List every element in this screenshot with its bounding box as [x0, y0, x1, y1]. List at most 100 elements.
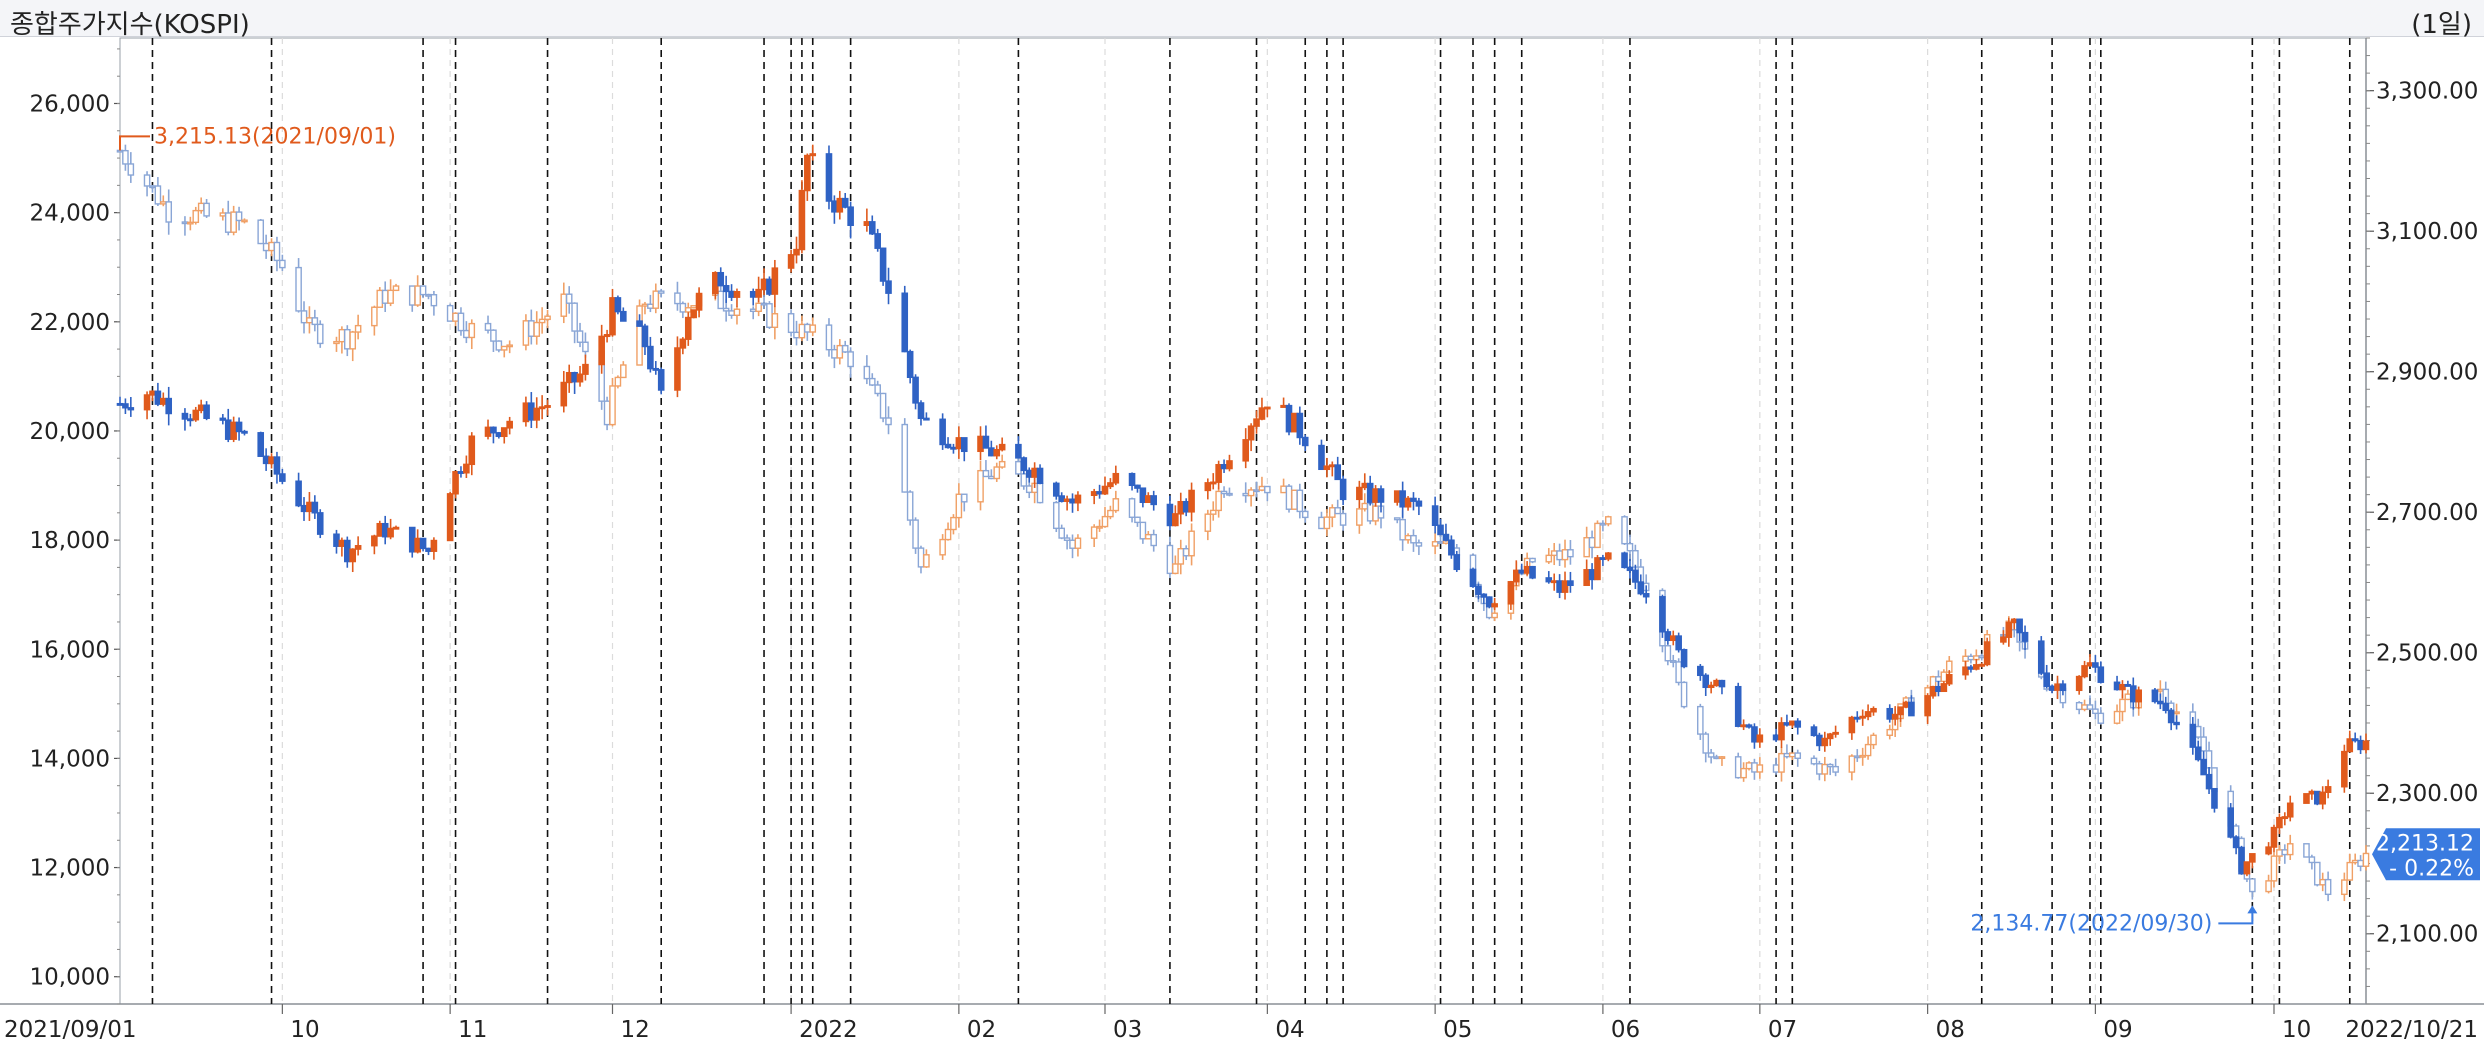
lg-display-candle — [1924, 695, 1931, 717]
kospi-candle — [1924, 687, 1931, 714]
lg-display-candle — [2276, 816, 2283, 829]
kospi-candle — [387, 289, 394, 304]
kospi-candle — [950, 516, 957, 531]
lg-display-candle — [1545, 577, 1553, 583]
legend-item-lg-display[interactable]: LG디스플레이 — [431, 40, 586, 74]
lg-display-candle — [993, 449, 1001, 457]
last-change-text: - 0.22% — [2389, 856, 2474, 881]
lg-display-candle — [1594, 557, 1601, 581]
kospi-candle — [2097, 712, 2105, 724]
lg-display-candle — [500, 427, 508, 438]
lg-display-candle — [998, 443, 1006, 451]
kospi-candle — [122, 149, 129, 165]
lg-display-candle — [1431, 505, 1439, 526]
lg-display-candle — [1052, 482, 1060, 497]
kospi-candle — [1328, 507, 1336, 518]
lg-display-candle — [1182, 500, 1190, 513]
kospi-candle — [804, 323, 811, 333]
kospi-candle — [1718, 756, 1726, 760]
lg-display-candle — [1399, 490, 1406, 508]
lg-display-candle — [1177, 500, 1185, 515]
kospi-candle — [1810, 757, 1818, 765]
lg-display-candle — [901, 292, 909, 353]
lg-display-candle — [2081, 665, 2088, 678]
kospi-candle — [1096, 525, 1103, 529]
lg-display-candle — [609, 297, 616, 336]
lg-display-candle — [1453, 554, 1461, 571]
lg-display-candle — [2238, 846, 2245, 875]
lg-display-candle — [2211, 787, 2218, 809]
kospi-candle — [825, 324, 833, 351]
legend-item-moving-average[interactable]: 가격이동평균(종가,단순이평) — [120, 40, 417, 74]
kospi-candle — [1789, 752, 1796, 758]
kospi-candle — [620, 364, 627, 379]
lg-display-candle — [2227, 807, 2234, 838]
kospi-candle — [306, 317, 313, 324]
right-tick-label: 2,700.00 — [2376, 500, 2478, 526]
kospi-candle — [1697, 705, 1704, 735]
kospi-candle — [1015, 460, 1022, 475]
lg-display-candle — [1583, 569, 1590, 586]
lg-display-candle — [1475, 585, 1482, 595]
lg-display-candle — [354, 545, 362, 550]
kospi-candle — [1182, 548, 1190, 557]
lg-display-candle — [2200, 758, 2207, 776]
kospi-candle — [1258, 485, 1266, 491]
kospi-candle — [944, 528, 952, 541]
kospi-candle — [1713, 756, 1720, 760]
kospi-candle — [425, 293, 432, 297]
lg-display-candle — [647, 345, 654, 370]
right-tick-label: 3,300.00 — [2376, 79, 2478, 105]
kospi-candle — [1209, 509, 1217, 515]
checkbox-icon[interactable] — [120, 48, 134, 66]
lg-display-candle — [1702, 674, 1710, 689]
lg-display-candle — [446, 493, 454, 542]
lg-display-candle — [1713, 679, 1720, 687]
kospi-candle — [831, 348, 838, 359]
kospi-candle — [1280, 485, 1287, 494]
lg-display-candle — [311, 501, 319, 514]
lg-display-candle — [1967, 666, 1975, 670]
kospi-candle — [1090, 526, 1098, 539]
lg-display-candle — [457, 471, 465, 474]
lg-display-candle — [1063, 498, 1071, 503]
kospi-candle — [2048, 687, 2056, 691]
kospi-candle — [1756, 764, 1764, 773]
lg-display-candle — [879, 247, 887, 282]
lg-display-candle — [187, 418, 194, 422]
period-selector[interactable]: (1일) — [2411, 10, 2472, 40]
kospi-candle — [571, 302, 578, 332]
checkbox-icon[interactable] — [431, 48, 446, 66]
kospi-candle — [1480, 596, 1488, 605]
kospi-candle — [311, 317, 319, 326]
lg-display-candle — [192, 409, 200, 421]
lg-display-candle — [316, 512, 324, 535]
lg-display-candle — [490, 426, 497, 434]
kospi-candle — [1226, 492, 1233, 496]
lg-display-candle — [1280, 404, 1287, 408]
lg-display-candle — [1469, 568, 1477, 588]
kospi-candle — [1301, 510, 1309, 519]
kospi-candle — [2205, 750, 2213, 769]
kospi-candle — [2194, 725, 2202, 738]
kospi-candle — [1058, 527, 1065, 539]
kospi-candle — [1626, 542, 1634, 552]
lg-display-candle — [295, 480, 302, 507]
lg-display-candle — [2162, 702, 2170, 712]
kospi-candle — [165, 201, 173, 223]
kospi-candle — [2129, 693, 2137, 709]
kospi-candle — [1134, 516, 1141, 524]
lg-display-candle — [2303, 793, 2310, 804]
kospi-candle — [1139, 521, 1147, 540]
lg-display-candle — [1659, 596, 1666, 633]
kospi-candle — [690, 305, 697, 309]
kospi-candle — [1069, 539, 1076, 549]
lg-display-candle — [127, 407, 135, 411]
x-tick-label: 12 — [620, 1017, 649, 1043]
lg-display-candle — [1864, 711, 1872, 718]
kospi-candle — [1772, 764, 1780, 773]
kospi-candle — [1734, 756, 1742, 779]
kospi-candle — [955, 493, 963, 519]
lg-display-candle — [1031, 467, 1038, 478]
